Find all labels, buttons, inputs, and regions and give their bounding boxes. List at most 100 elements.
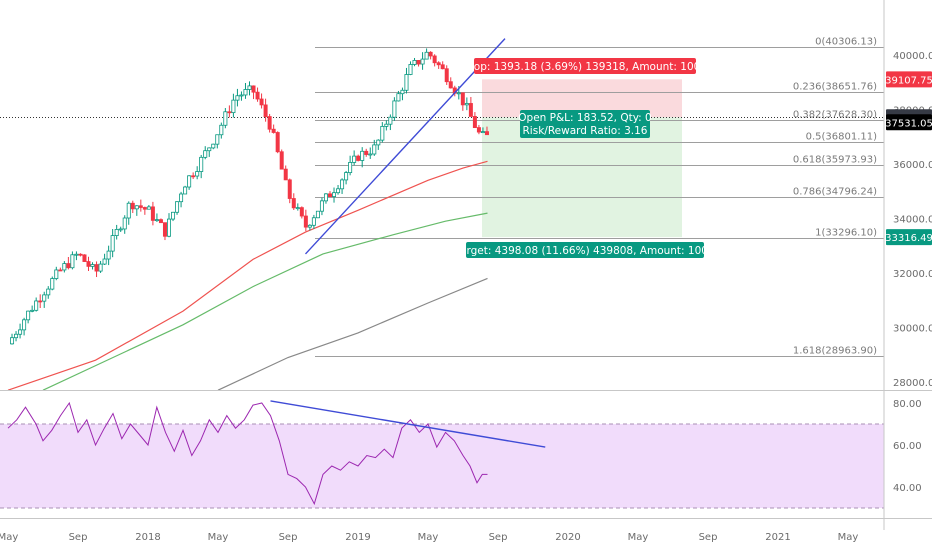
- candle-body: [416, 60, 421, 65]
- candle-body: [412, 60, 417, 65]
- rsi-band: [0, 424, 884, 508]
- pnl-line-1: Open P&L: 183.52, Qty: 0: [518, 112, 651, 124]
- candle-body: [26, 310, 31, 321]
- candle-body: [424, 51, 429, 60]
- candle-body: [303, 215, 308, 228]
- candle-body: [235, 95, 240, 101]
- candle-body: [187, 175, 192, 188]
- price-axis-badge-text: 37531.05: [885, 118, 932, 129]
- rsi-tick-label: 60.00: [893, 441, 922, 452]
- candle-body: [332, 192, 337, 197]
- candle-body: [400, 89, 405, 95]
- candle-body: [14, 333, 19, 339]
- candle-body: [66, 263, 71, 269]
- time-tick-label: 2020: [555, 532, 580, 543]
- candle-body: [432, 55, 437, 64]
- price-tick-label: 30000.00: [893, 324, 932, 335]
- candle-body: [259, 98, 264, 106]
- candle-body: [10, 337, 15, 345]
- stop-label-text: Stop: 1393.18 (3.69%) 139318, Amount: 10…: [463, 61, 707, 73]
- fib-level-label: 0.382(37628.30): [793, 110, 877, 121]
- moving-averages: [7, 160, 488, 391]
- candle-body: [106, 250, 111, 260]
- candle-body: [323, 193, 328, 202]
- time-tick-label: Sep: [699, 532, 718, 543]
- candle-body: [372, 144, 377, 155]
- position-zones: [482, 79, 682, 238]
- candle-body: [428, 51, 433, 57]
- candle-body: [468, 103, 473, 117]
- price-tick-label: 34000.00: [893, 215, 932, 226]
- candle-body: [183, 186, 188, 195]
- candle-body: [90, 264, 95, 267]
- candle-body: [219, 124, 224, 136]
- candle-body: [154, 219, 159, 222]
- moving-average-line: [7, 160, 488, 391]
- candle-body: [460, 92, 465, 106]
- candle-body: [166, 218, 171, 237]
- candle-body: [287, 179, 292, 199]
- candle-body: [356, 155, 361, 161]
- candle-body: [158, 219, 163, 224]
- time-tick-label: 2019: [345, 532, 370, 543]
- time-tick-label: May: [418, 532, 439, 543]
- candle-body: [251, 85, 256, 93]
- candle-body: [283, 168, 288, 181]
- rsi-trendline: [270, 400, 546, 448]
- time-tick-label: May: [0, 532, 18, 543]
- candle-body: [203, 150, 208, 158]
- target-label: [466, 242, 704, 258]
- candle-body: [42, 294, 47, 302]
- price-axis-badge-text: 39107.75: [885, 75, 932, 86]
- candle-body: [195, 171, 200, 177]
- candle-body: [295, 207, 300, 210]
- candle-body: [275, 132, 280, 153]
- time-tick-label: May: [208, 532, 229, 543]
- price-tick-label: 28000.00: [893, 378, 932, 389]
- candle-body: [211, 143, 216, 149]
- candle-body: [436, 62, 441, 66]
- candle-body: [408, 64, 413, 75]
- candle-body: [352, 155, 357, 163]
- candle-body: [70, 254, 75, 269]
- candle-body: [30, 309, 35, 312]
- price-axis-badge: [886, 114, 932, 131]
- candle-body: [243, 89, 248, 96]
- trendline[interactable]: [304, 38, 506, 255]
- pnl-box: [520, 110, 650, 138]
- candle-body: [376, 139, 381, 146]
- fib-level-label: 0(40306.13): [815, 37, 877, 48]
- candle-body: [404, 74, 409, 91]
- candle-body: [327, 193, 332, 197]
- candle-body: [54, 269, 59, 279]
- time-tick-label: Sep: [279, 532, 298, 543]
- candle-body: [191, 175, 196, 178]
- candle-body: [291, 198, 296, 209]
- candle-body: [440, 64, 445, 70]
- candle-body: [336, 188, 341, 194]
- rsi-tick-label: 40.00: [893, 483, 922, 494]
- candle-body: [114, 229, 119, 236]
- ascending-trendline: [304, 38, 506, 255]
- candle-body: [311, 217, 316, 226]
- candle-body: [360, 150, 365, 161]
- candle-body: [388, 116, 393, 125]
- price-tick-label: 40000.00: [893, 51, 932, 62]
- candle-body: [340, 179, 345, 190]
- candle-body: [207, 147, 212, 152]
- time-tick-label: 2018: [135, 532, 160, 543]
- candle-body: [126, 202, 131, 219]
- candle-body: [279, 151, 284, 170]
- fib-level-label: 0.618(35973.93): [793, 155, 877, 166]
- candle-body: [239, 94, 244, 97]
- candle-body: [18, 329, 23, 335]
- candle-body: [46, 288, 51, 296]
- candle-body: [78, 253, 83, 256]
- time-tick-label: Sep: [69, 532, 88, 543]
- candle-body: [315, 210, 320, 219]
- time-tick-label: May: [838, 532, 859, 543]
- candle-body: [484, 131, 489, 136]
- candle-body: [138, 205, 143, 208]
- candle-body: [319, 200, 324, 212]
